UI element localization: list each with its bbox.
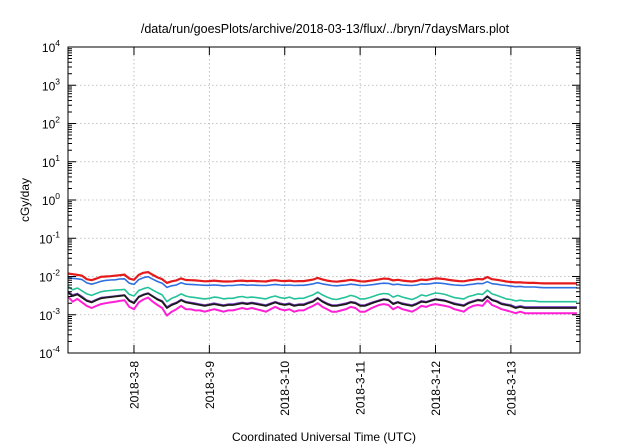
y-tick-label: 10-2: [39, 268, 60, 285]
x-tick-label: 2018-3-12: [429, 361, 443, 416]
y-tick-label: 102: [42, 115, 60, 132]
x-axis: 2018-3-8 2018-3-9 2018-3-10 2018-3-11 2018-3…: [127, 47, 518, 416]
chart-title: /data/run/goesPlots/archive/2018-03-13/f…: [141, 22, 510, 36]
y-tick-label: 101: [42, 153, 60, 170]
x-tick-label: 2018-3-13: [504, 361, 518, 416]
y-tick-label: 104: [42, 38, 60, 55]
x-axis-label: Coordinated Universal Time (UTC): [232, 430, 416, 444]
x-tick-label: 2018-3-11: [354, 361, 368, 415]
series-line-2: [67, 275, 577, 289]
grid-lines: [68, 47, 580, 353]
y-axis-label: cGy/day: [18, 178, 32, 222]
series-line-1: [67, 271, 577, 285]
y-tick-label: 10-3: [39, 306, 60, 323]
y-axis: 10-4 10-3 10-2 10-1 100 101 102 103 104: [39, 38, 580, 361]
series-line-3: [67, 285, 577, 303]
x-tick-label: 2018-3-10: [278, 361, 292, 416]
y-tick-label: 10-4: [39, 344, 60, 361]
x-tick-label: 2018-3-9: [203, 361, 217, 409]
y-tick-label: 100: [42, 191, 60, 208]
y-tick-label: 103: [42, 76, 60, 93]
series-line-5: [67, 291, 577, 309]
y-tick-label: 10-1: [39, 229, 60, 246]
series-line-6: [67, 295, 577, 317]
series-layer: [67, 271, 577, 317]
x-tick-label: 2018-3-8: [127, 361, 141, 409]
